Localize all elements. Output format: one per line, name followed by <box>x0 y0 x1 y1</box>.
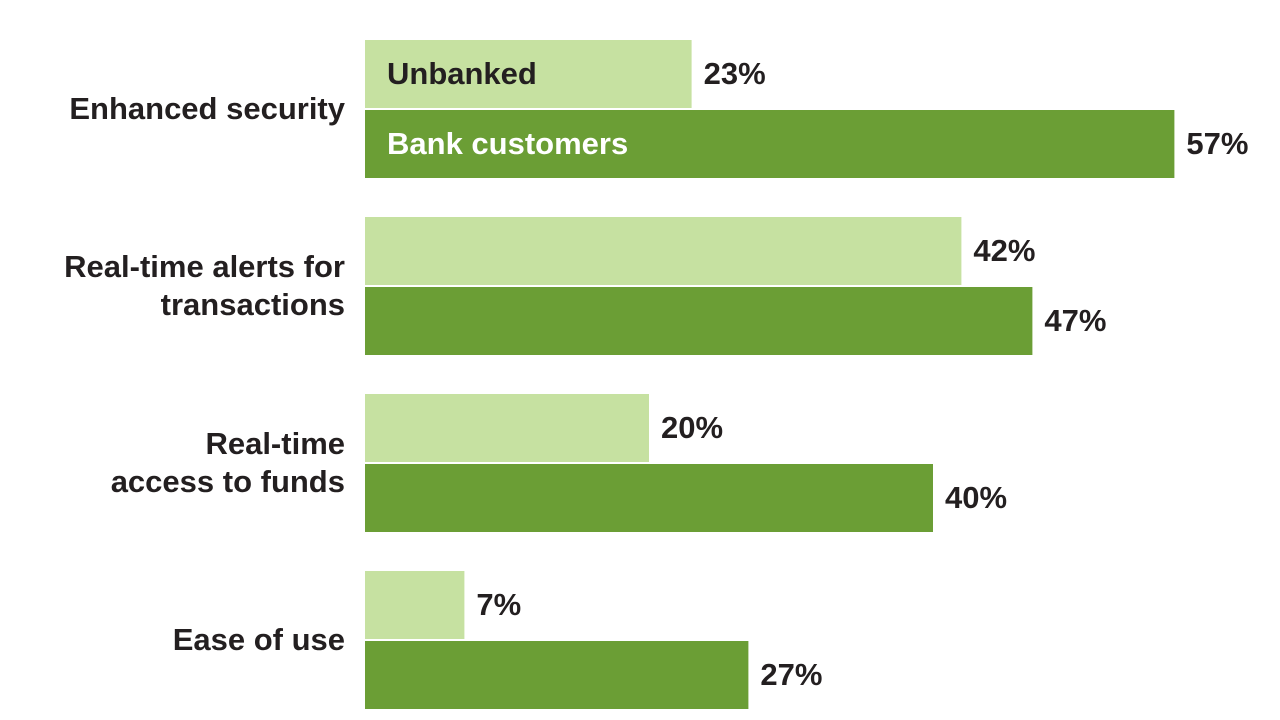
value-label: 20% <box>661 410 723 445</box>
category-label: Real-time access to funds <box>110 426 345 499</box>
value-label: 47% <box>1044 303 1106 338</box>
bar <box>365 110 1175 178</box>
legend-label: Unbanked <box>387 56 537 91</box>
bar <box>365 641 749 709</box>
value-label: 27% <box>760 657 822 692</box>
bar <box>365 40 692 108</box>
bar <box>365 464 933 532</box>
bar <box>365 571 465 639</box>
value-label: 57% <box>1186 126 1248 161</box>
bar <box>365 394 649 462</box>
category-label: Real-time alerts for transactions <box>64 249 345 322</box>
category-label: Ease of use <box>172 622 345 657</box>
bar <box>365 287 1033 355</box>
category-label: Enhanced security <box>69 91 345 126</box>
value-label: 40% <box>945 480 1007 515</box>
value-label: 23% <box>704 56 766 91</box>
legend-label: Bank customers <box>387 126 628 161</box>
value-label: 7% <box>476 587 521 622</box>
bar <box>365 217 962 285</box>
value-label: 42% <box>973 233 1035 268</box>
